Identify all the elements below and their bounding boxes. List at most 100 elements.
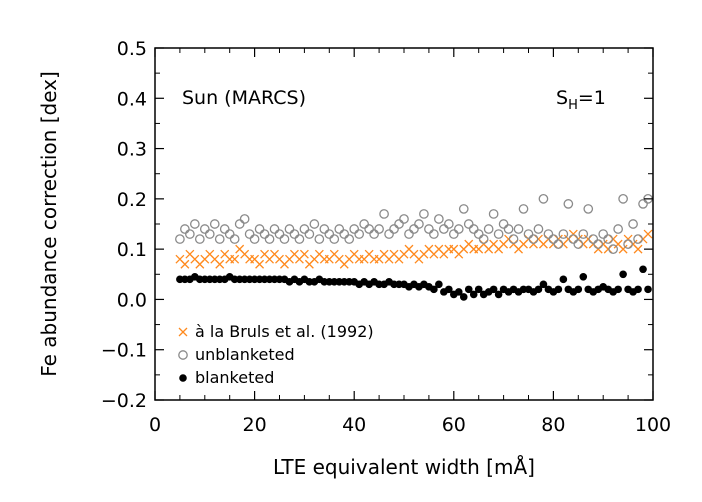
unblanketed-point bbox=[329, 234, 340, 244]
blanketed-point bbox=[574, 285, 583, 294]
blanketed-point bbox=[454, 288, 463, 296]
unblanketed-point bbox=[583, 204, 594, 214]
x-tick-label: 80 bbox=[541, 414, 565, 436]
unblanketed-point bbox=[294, 234, 305, 244]
unblanketed-point bbox=[429, 229, 439, 239]
unblanketed-point bbox=[503, 224, 514, 234]
unblanketed-point bbox=[175, 234, 185, 244]
unblanketed-point bbox=[404, 229, 414, 239]
x-tick-label: 40 bbox=[342, 414, 366, 436]
x-tick-label: 0 bbox=[149, 414, 161, 436]
unblanketed-point bbox=[234, 219, 245, 229]
unblanketed-point bbox=[603, 234, 614, 244]
y-tick-label: 0.2 bbox=[117, 189, 147, 211]
unblanketed-point bbox=[623, 239, 633, 249]
series-unblanketed bbox=[175, 194, 653, 254]
unblanketed-point bbox=[354, 229, 365, 239]
unblanketed-point bbox=[324, 229, 335, 239]
blanketed-point bbox=[489, 285, 498, 294]
unblanketed-point bbox=[543, 229, 554, 239]
unblanketed-point bbox=[374, 224, 384, 234]
annotation-sh: SH=1 bbox=[556, 87, 606, 113]
unblanketed-point bbox=[493, 229, 504, 239]
unblanketed-point bbox=[279, 234, 290, 244]
unblanketed-point bbox=[199, 224, 210, 234]
unblanketed-point bbox=[628, 219, 638, 229]
unblanketed-point bbox=[224, 229, 235, 239]
unblanketed-point bbox=[259, 229, 270, 239]
unblanketed-point bbox=[533, 224, 544, 234]
unblanketed-point bbox=[638, 199, 648, 209]
unblanketed-point bbox=[538, 194, 549, 204]
unblanketed-point bbox=[518, 204, 529, 214]
unblanketed-point bbox=[573, 239, 584, 249]
unblanketed-point bbox=[598, 229, 609, 239]
unblanketed-point bbox=[194, 234, 205, 244]
legend-marker-bruls bbox=[178, 327, 188, 337]
legend-marker-unblanketed bbox=[178, 350, 188, 360]
unblanketed-point bbox=[588, 234, 599, 244]
annotation-sh-main: S bbox=[556, 87, 568, 109]
unblanketed-point bbox=[548, 234, 559, 244]
unblanketed-point bbox=[384, 229, 394, 239]
unblanketed-point bbox=[448, 229, 459, 239]
bruls-point bbox=[633, 244, 643, 254]
unblanketed-point bbox=[508, 234, 519, 244]
unblanketed-point bbox=[528, 234, 539, 244]
unblanketed-point bbox=[249, 234, 260, 244]
blanketed-point bbox=[494, 290, 503, 299]
unblanketed-point bbox=[369, 229, 379, 239]
unblanketed-point bbox=[558, 229, 569, 239]
unblanketed-point bbox=[239, 214, 250, 224]
blanketed-point bbox=[634, 285, 642, 294]
y-tick-label: −0.2 bbox=[101, 390, 147, 412]
y-tick-label: 0.1 bbox=[117, 239, 147, 261]
unblanketed-point bbox=[214, 234, 225, 244]
unblanketed-point bbox=[463, 219, 474, 229]
unblanketed-point bbox=[593, 239, 604, 249]
blanketed-point bbox=[559, 275, 568, 284]
bruls-point bbox=[180, 259, 190, 269]
blanketed-point bbox=[534, 285, 543, 294]
unblanketed-point bbox=[483, 224, 494, 234]
unblanketed-point bbox=[473, 229, 484, 239]
bruls-point bbox=[230, 254, 240, 264]
unblanketed-point bbox=[498, 219, 509, 229]
bruls-point bbox=[643, 229, 653, 239]
unblanketed-point bbox=[424, 224, 434, 234]
legend: à la Bruls et al. (1992) unblanketed bla… bbox=[178, 322, 374, 387]
data-marks bbox=[175, 194, 653, 301]
unblanketed-point bbox=[563, 199, 574, 209]
unblanketed-point bbox=[399, 214, 409, 224]
unblanketed-point bbox=[299, 224, 310, 234]
annotation-sh-sub: H bbox=[568, 98, 578, 113]
unblanketed-point bbox=[209, 219, 220, 229]
x-tick-label: 100 bbox=[635, 414, 671, 436]
x-tick-label: 60 bbox=[442, 414, 466, 436]
unblanketed-point bbox=[419, 209, 429, 219]
y-tick-label: 0.0 bbox=[117, 289, 147, 311]
unblanketed-point bbox=[414, 219, 424, 229]
unblanketed-point bbox=[314, 234, 325, 244]
blanketed-point bbox=[445, 285, 453, 294]
x-tick-label: 20 bbox=[243, 414, 267, 436]
legend-label-bruls: à la Bruls et al. (1992) bbox=[195, 322, 374, 341]
unblanketed-point bbox=[344, 234, 355, 244]
unblanketed-point bbox=[523, 229, 534, 239]
unblanketed-point bbox=[438, 224, 449, 234]
y-tick-label: 0.4 bbox=[117, 88, 147, 110]
x-axis-title: LTE equivalent width [mÅ] bbox=[273, 455, 535, 479]
unblanketed-point bbox=[204, 229, 215, 239]
blanketed-point bbox=[464, 285, 473, 294]
unblanketed-point bbox=[468, 224, 479, 234]
unblanketed-point bbox=[608, 244, 619, 254]
unblanketed-point bbox=[309, 219, 320, 229]
bruls-point bbox=[255, 259, 265, 269]
bruls-point bbox=[215, 259, 225, 269]
y-axis-title: Fe abundance correction [dex] bbox=[37, 71, 61, 377]
unblanketed-point bbox=[513, 224, 524, 234]
unblanketed-point bbox=[409, 224, 419, 234]
unblanketed-point bbox=[269, 224, 280, 234]
unblanketed-point bbox=[189, 219, 200, 229]
